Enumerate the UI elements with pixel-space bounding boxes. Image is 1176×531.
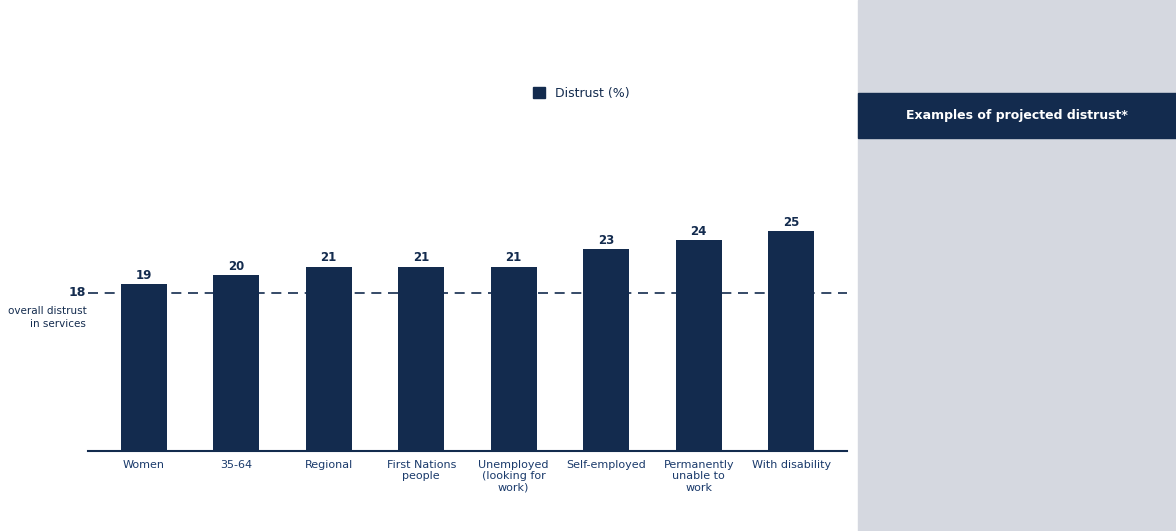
Text: overall distrust
in services: overall distrust in services <box>7 306 86 329</box>
Text: 21: 21 <box>413 251 429 264</box>
Legend: Distrust (%): Distrust (%) <box>528 82 635 105</box>
Text: 24: 24 <box>907 225 922 238</box>
Text: 21: 21 <box>506 251 522 264</box>
Bar <box>889 240 940 451</box>
Text: 24: 24 <box>690 225 707 238</box>
Text: 18: 18 <box>69 286 86 299</box>
Bar <box>121 284 167 451</box>
Text: 25: 25 <box>1007 216 1022 229</box>
Text: 21: 21 <box>321 251 336 264</box>
Text: 20: 20 <box>228 260 245 273</box>
Text: 19: 19 <box>135 269 152 282</box>
Text: 23: 23 <box>599 234 614 247</box>
Bar <box>989 232 1040 451</box>
Text: 31: 31 <box>1107 164 1122 176</box>
Bar <box>675 240 722 451</box>
Bar <box>583 249 629 451</box>
Bar <box>213 276 260 451</box>
Bar <box>306 267 352 451</box>
Bar <box>768 232 814 451</box>
Text: 25: 25 <box>783 216 800 229</box>
Text: Examples of projected distrust*: Examples of projected distrust* <box>907 109 1128 122</box>
Bar <box>490 267 536 451</box>
Bar <box>399 267 445 451</box>
Bar <box>1089 178 1140 451</box>
